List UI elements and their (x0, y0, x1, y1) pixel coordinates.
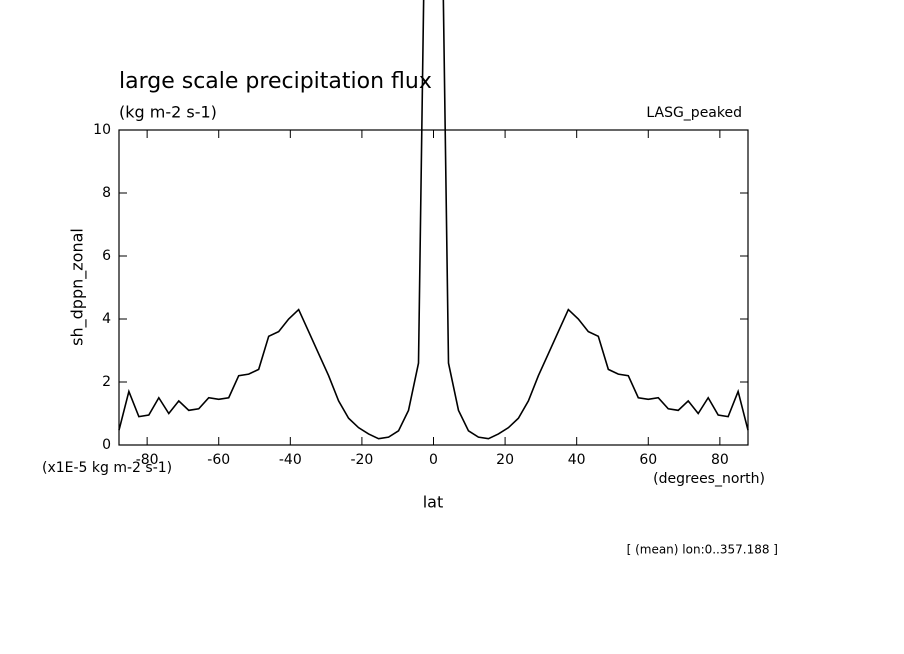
x-tick-label: 20 (496, 452, 514, 468)
annotation: [ (mean) lon:0..357.188 ] (627, 543, 778, 557)
y-tick-label: 0 (102, 437, 111, 453)
x-tick-label: -60 (207, 452, 230, 468)
y-tick-label: 2 (102, 374, 111, 390)
x-tick-label: 0 (429, 452, 438, 468)
y-tick-label: 8 (102, 185, 111, 201)
x-tick-label: -20 (350, 452, 373, 468)
x-tick-label: -40 (279, 452, 302, 468)
y-units: (x1E-5 kg m-2 s-1) (42, 460, 172, 476)
x-tick-label: -80 (136, 452, 159, 468)
y-tick-label: 10 (93, 122, 111, 138)
dataset-label: LASG_peaked (646, 105, 742, 121)
x-units: (degrees_north) (653, 471, 765, 487)
x-tick-label: 80 (711, 452, 729, 468)
y-axis-label: sh_dppn_zonal (68, 228, 88, 346)
data-line (118, 0, 749, 440)
x-axis-label: lat (423, 493, 444, 512)
y-tick-label: 4 (102, 311, 111, 327)
chart-subtitle: (kg m-2 s-1) (119, 103, 217, 122)
y-tick-label: 6 (102, 248, 111, 264)
x-tick-label: 60 (639, 452, 657, 468)
chart-title: large scale precipitation flux (119, 69, 432, 94)
x-tick-label: 40 (568, 452, 586, 468)
